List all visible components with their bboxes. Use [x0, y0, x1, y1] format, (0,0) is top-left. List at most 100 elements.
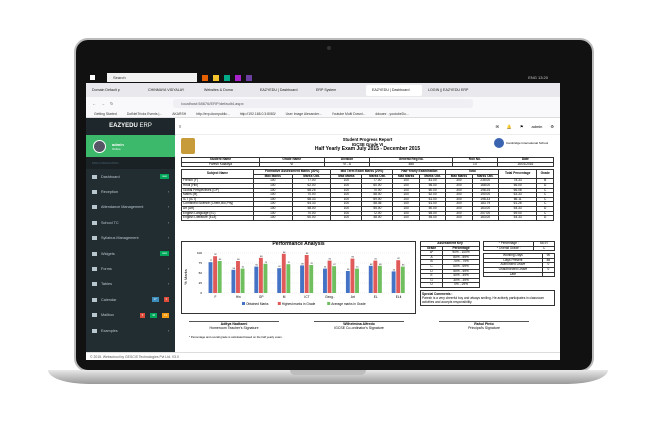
bar	[345, 270, 350, 293]
bar	[332, 265, 337, 293]
reload-icon[interactable]: ↻	[110, 101, 114, 106]
settings-icon[interactable]: ⚙	[550, 123, 554, 129]
table-row: English Language (EL) 100 70.00 100 72.00 100…	[181, 210, 554, 217]
table-cell: 485	[369, 161, 453, 168]
nav-header: MAIN NAVIGATION	[86, 157, 175, 169]
y-tick-label: 0	[200, 291, 202, 295]
browser-tab[interactable]: LOGIN || EAZYEDU ERP	[428, 88, 469, 92]
bookmark[interactable]: Youtube Multi Downl...	[331, 111, 366, 116]
sidebar-item[interactable]: Dashboard new	[86, 169, 175, 184]
bar	[377, 265, 382, 293]
sidebar-item[interactable]: Examples ‹	[86, 323, 175, 338]
table-cell: * Overall Grade :	[482, 245, 535, 252]
nav-badge: 13	[162, 312, 169, 318]
marks-table: Subject Name Formative Assessment Marks (…	[181, 169, 554, 221]
browser-tab[interactable]: ERP System	[316, 88, 337, 92]
signature-role: Homeroom Teacher's Signature	[209, 326, 259, 330]
nav-icon	[92, 267, 97, 272]
data-label: 68	[370, 263, 373, 265]
browser-tab[interactable]: CHINMAYA VIDYALAY	[148, 88, 185, 92]
bar	[368, 265, 373, 293]
sidebar-item[interactable]: Mailbox 5 16 13	[86, 308, 175, 323]
performance-chart: Performance Analysis % Marks 0 25 50 75 100 77…	[181, 241, 416, 314]
browser-tab[interactable]: Domain Default p	[92, 88, 120, 92]
chart-svg: % Marks 0 25 50 75 100 77 92 80 F 58 80 61 Hin 66 88 73 G…	[183, 251, 410, 306]
nav-icon	[92, 251, 97, 256]
erp-app: EAZYEDU ERP admin Online MAIN NAVIGATION …	[86, 118, 560, 360]
bookmark[interactable]: http://192.168.0.3:8083/	[239, 111, 276, 116]
explorer-icon[interactable]	[213, 74, 219, 81]
legend-swatch	[327, 301, 331, 305]
nav-label: Reception	[101, 190, 119, 195]
app-icon[interactable]	[224, 74, 230, 81]
tasks-icon[interactable]: ⚑	[519, 123, 524, 129]
messages-icon[interactable]: ✉	[495, 123, 499, 129]
data-label: 81	[329, 258, 332, 260]
chevron-left-icon: ‹	[167, 328, 169, 333]
bookmark[interactable]: ddownr - youtubeDo...	[375, 111, 409, 116]
sidebar-item[interactable]: Tables ‹	[86, 277, 175, 292]
sidebar-item[interactable]: Widgets new	[86, 246, 175, 261]
bookmark[interactable]: DotNetTricks Events |...	[126, 111, 163, 116]
nav-label: Forms	[101, 267, 112, 272]
report-subtitle: IGCSE Grade VI	[351, 141, 384, 147]
data-label: 66	[255, 264, 258, 266]
table-cell: D	[536, 215, 554, 221]
back-icon[interactable]: ←	[92, 101, 96, 106]
bookmark[interactable]: User Image Alexander...	[285, 111, 322, 116]
sidebar-item[interactable]: School TC ‹	[86, 215, 175, 230]
windows-icon[interactable]	[90, 75, 95, 80]
browser-tab[interactable]: Websites & Doma	[204, 88, 233, 92]
table-row: Paresh Kaladiya VI VI - A 485 14 16/01/2016	[181, 161, 555, 168]
url-input[interactable]: localhost:58676/ERP/default4.aspx	[173, 99, 474, 108]
top-header: ≡ ✉ 🔔 ⚑ admin ⚙	[175, 118, 560, 135]
report-content: Student Progress Report IGCSE Grade VI H…	[175, 135, 560, 352]
sidebar-item[interactable]: Reception ‹	[86, 184, 175, 199]
sidebar-item[interactable]: Attendance Management ‹	[86, 200, 175, 215]
bookmark[interactable]: AKARSH	[172, 111, 187, 116]
bar	[396, 259, 401, 293]
visual-studio-icon[interactable]	[246, 74, 252, 81]
menu-toggle-icon[interactable]: ≡	[179, 123, 182, 129]
data-label: 86	[352, 256, 355, 258]
summary-table: * Percentage :66.97 * Overall Grade :C	[482, 241, 555, 252]
signature-name: Wilhelmina Alfredo	[314, 321, 404, 326]
bar	[327, 260, 332, 293]
signature-role: Principal's Signature	[468, 326, 500, 330]
sidebar-item[interactable]: Calendar 17 3	[86, 292, 175, 307]
browser-tab[interactable]: EAZYEDU | Dashboard	[260, 88, 298, 92]
firefox-icon[interactable]	[202, 74, 208, 81]
bar	[309, 264, 314, 293]
browser-tab[interactable]: EAZYEDU | Dashboard	[366, 84, 422, 96]
brand-logo[interactable]: EAZYEDU ERP	[86, 118, 175, 135]
subject-header: Subject Name	[181, 169, 254, 180]
chevron-left-icon: ‹	[167, 190, 169, 195]
notifications-icon[interactable]: 🔔	[506, 123, 512, 129]
bookmark[interactable]: Getting Started	[94, 111, 117, 116]
table-cell: VI	[258, 161, 325, 168]
header-user[interactable]: admin	[531, 123, 543, 129]
cambridge-logo: Cambridge International School	[494, 138, 554, 148]
forward-icon[interactable]: →	[101, 101, 105, 106]
nav-icon	[92, 328, 97, 333]
user-panel: admin Online	[86, 135, 175, 157]
nav-label: Widgets	[101, 251, 115, 256]
taskbar-search[interactable]: Search	[107, 73, 197, 82]
avatar	[93, 139, 106, 153]
sidebar-item[interactable]: Syllabus Management ‹	[86, 231, 175, 246]
nav-badge: 5	[139, 312, 146, 318]
bookmark[interactable]: http://erp.doonpublic...	[196, 111, 230, 116]
table-cell: 60.00	[291, 215, 332, 221]
app-icon[interactable]	[235, 74, 241, 81]
nav-badge: new	[160, 174, 169, 180]
laptop-base	[48, 370, 608, 384]
table-row: Combined Science (Chem,Bio,Phy) 100 64.33 1…	[181, 201, 554, 207]
bar	[258, 257, 263, 293]
address-bar: ← → ↻ localhost:58676/ERP/default4.aspx	[86, 97, 560, 110]
brand-bold: EAZYEDU	[109, 123, 138, 129]
nav-label: Examples	[101, 328, 118, 333]
sidebar-item[interactable]: Forms ‹	[86, 261, 175, 276]
data-label: 73	[265, 261, 268, 263]
bar	[231, 269, 236, 293]
data-label: 95	[306, 253, 309, 255]
